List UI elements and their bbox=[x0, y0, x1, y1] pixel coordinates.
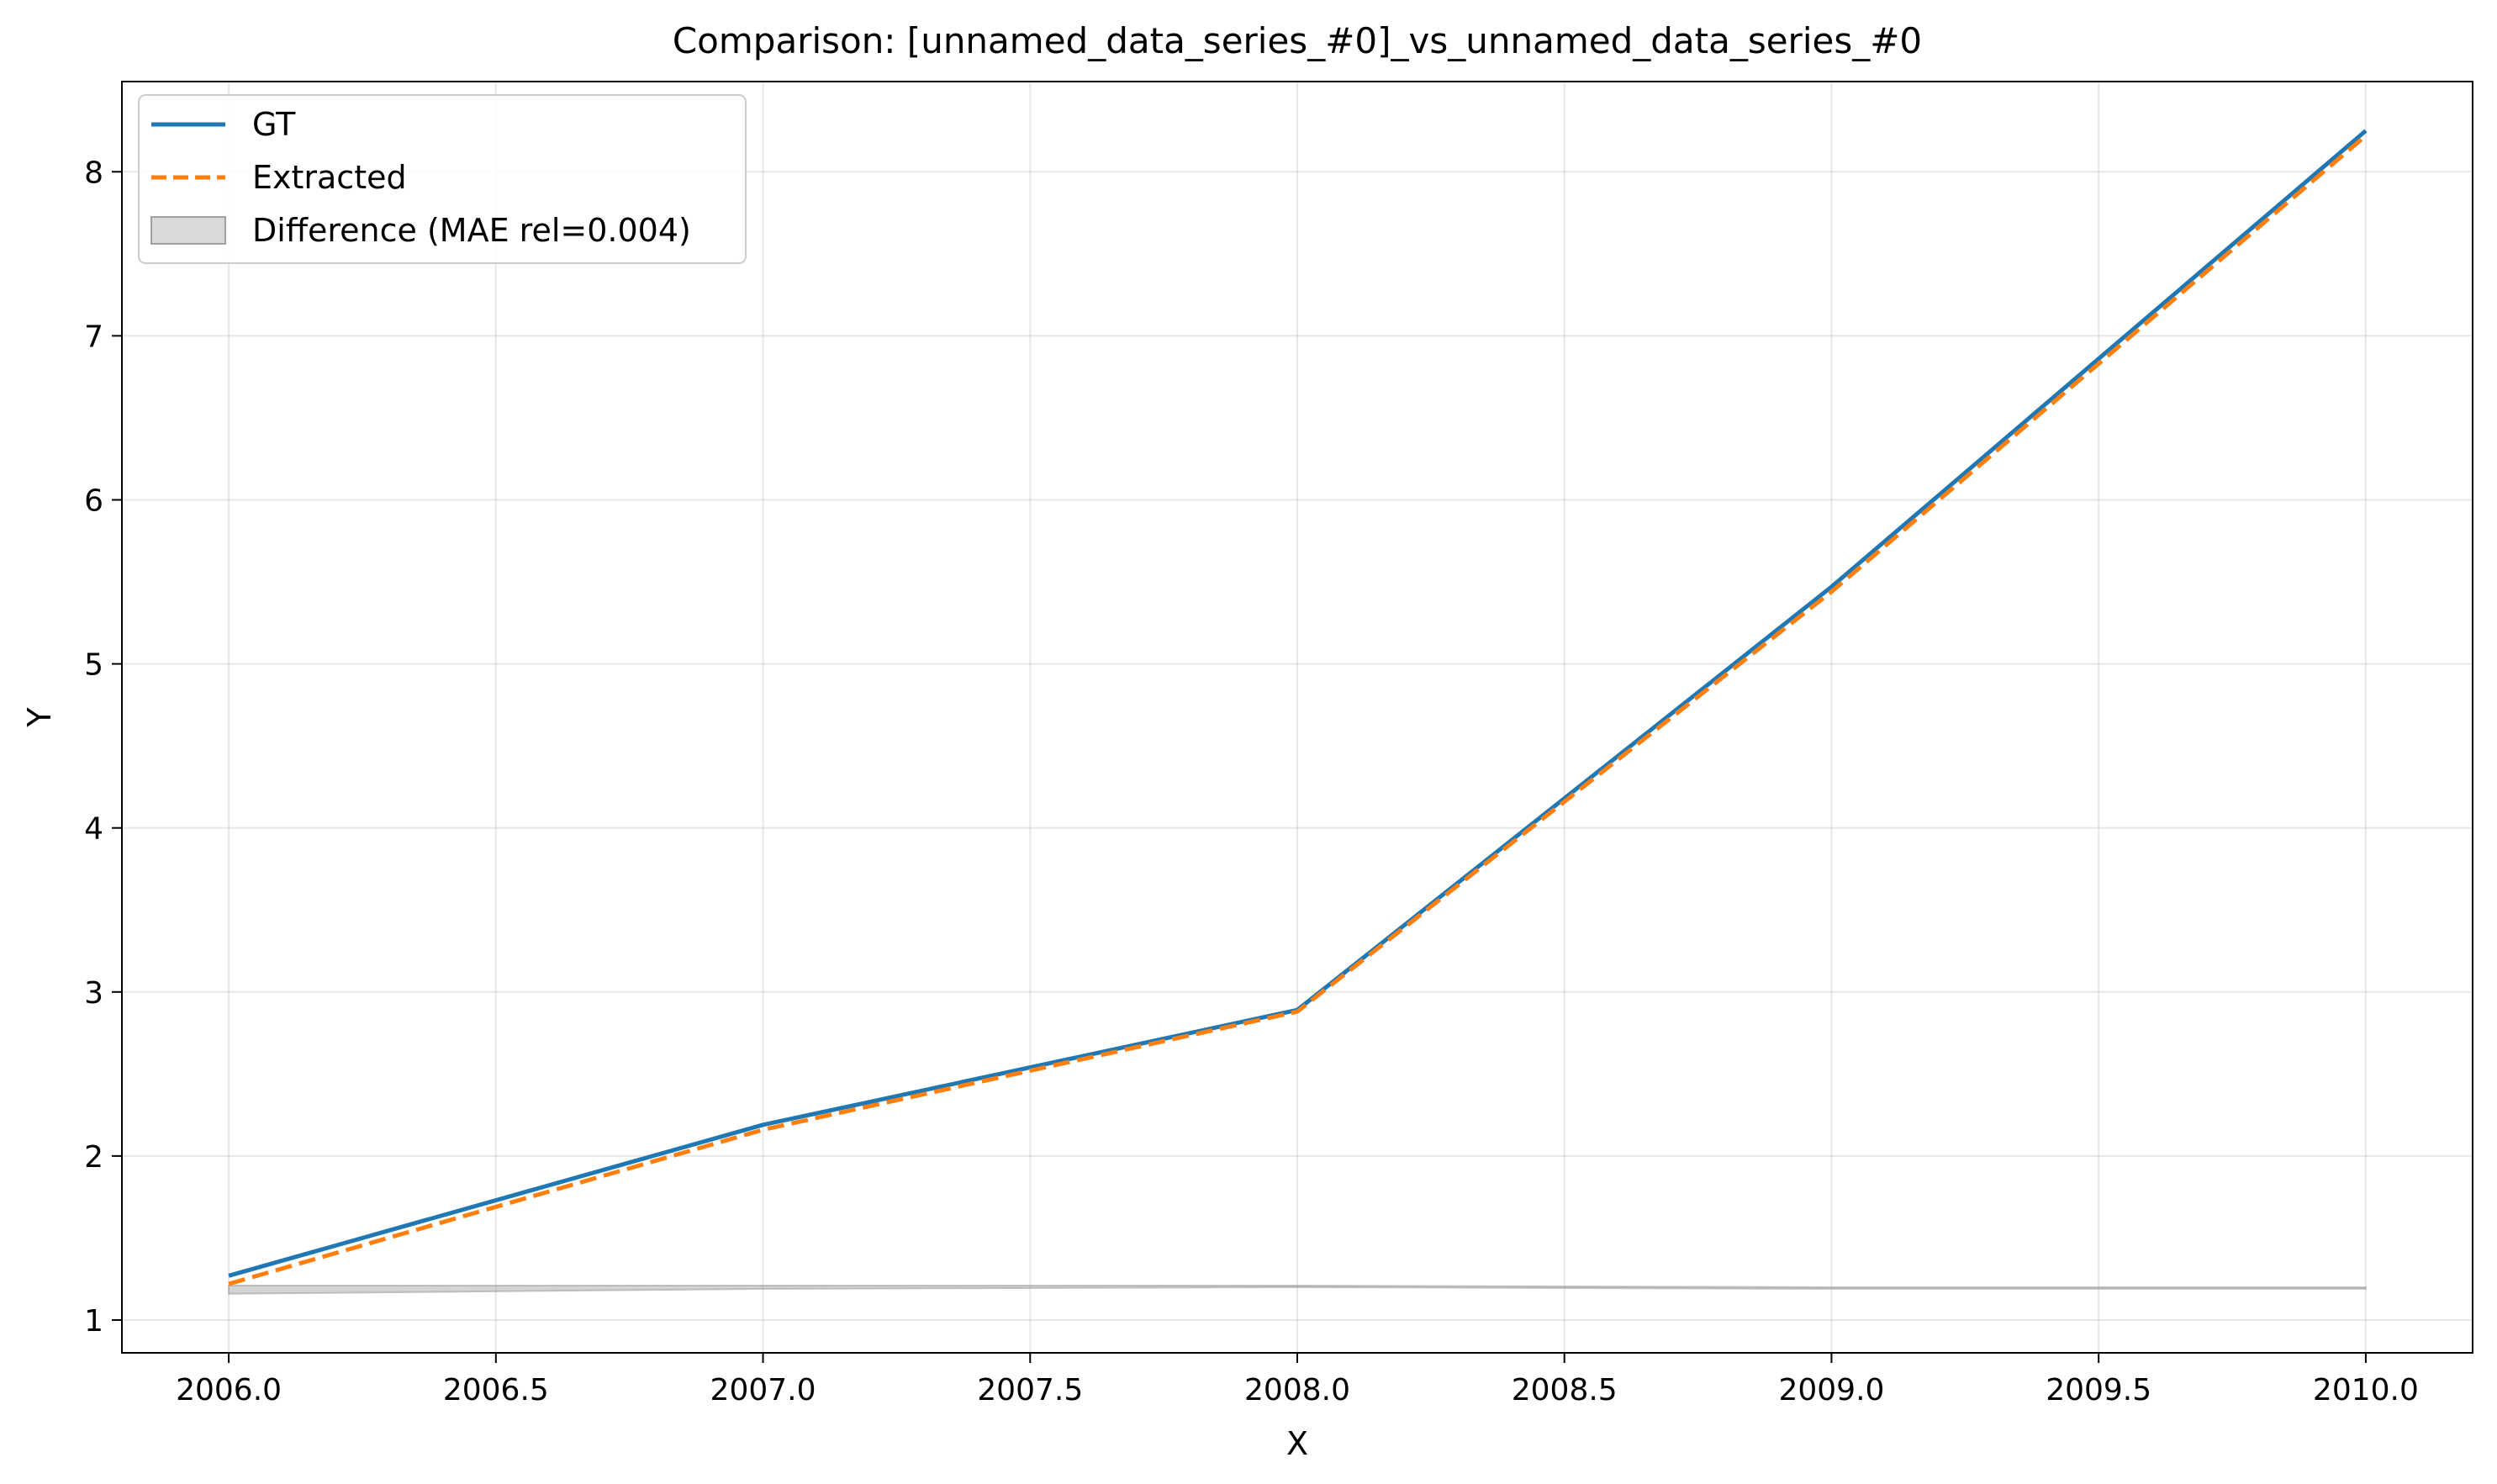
y-tick-label: 8 bbox=[84, 156, 103, 190]
y-axis-ticks: 1 2 3 4 5 6 7 8 bbox=[84, 156, 122, 1339]
legend-label-difference: Difference (MAE rel=0.004) bbox=[252, 212, 691, 249]
x-tick-label: 2010.0 bbox=[2313, 1373, 2419, 1407]
series-line-extracted bbox=[228, 134, 2368, 1286]
x-tick-label: 2009.0 bbox=[1778, 1373, 1884, 1407]
x-tick-label: 2006.5 bbox=[443, 1373, 549, 1407]
x-tick-label: 2009.5 bbox=[2046, 1373, 2151, 1407]
chart-title: Comparison: [unnamed_data_series_#0]_vs_… bbox=[673, 20, 1922, 61]
x-tick-label: 2007.0 bbox=[710, 1373, 816, 1407]
y-tick-label: 6 bbox=[84, 483, 103, 518]
grid-lines bbox=[122, 82, 2473, 1353]
x-axis-ticks: 2006.0 2006.5 2007.0 2007.5 2008.0 2008.5 2009… bbox=[176, 1353, 2419, 1407]
y-tick-label: 2 bbox=[84, 1140, 103, 1175]
x-tick-label: 2008.0 bbox=[1244, 1373, 1350, 1407]
legend-swatch-difference bbox=[150, 216, 226, 245]
difference-band-area bbox=[228, 1285, 2367, 1295]
y-tick-label: 7 bbox=[84, 320, 103, 354]
x-tick-label: 2006.0 bbox=[176, 1373, 282, 1407]
y-tick-label: 5 bbox=[84, 648, 103, 683]
legend-box bbox=[138, 94, 747, 264]
legend: GT Extracted Difference (MAE rel=0.004) bbox=[138, 94, 747, 264]
difference-band bbox=[228, 1285, 2367, 1295]
y-tick-label: 4 bbox=[84, 812, 103, 847]
y-axis-label: Y bbox=[21, 707, 58, 728]
series-lines bbox=[228, 129, 2368, 1286]
x-axis-label: X bbox=[1286, 1425, 1308, 1462]
legend-label-extracted: Extracted bbox=[252, 159, 407, 196]
y-tick-label: 1 bbox=[84, 1304, 103, 1339]
y-tick-label: 3 bbox=[84, 976, 103, 1011]
x-tick-label: 2008.5 bbox=[1512, 1373, 1618, 1407]
x-tick-label: 2007.5 bbox=[977, 1373, 1083, 1407]
legend-label-gt: GT bbox=[252, 106, 296, 143]
